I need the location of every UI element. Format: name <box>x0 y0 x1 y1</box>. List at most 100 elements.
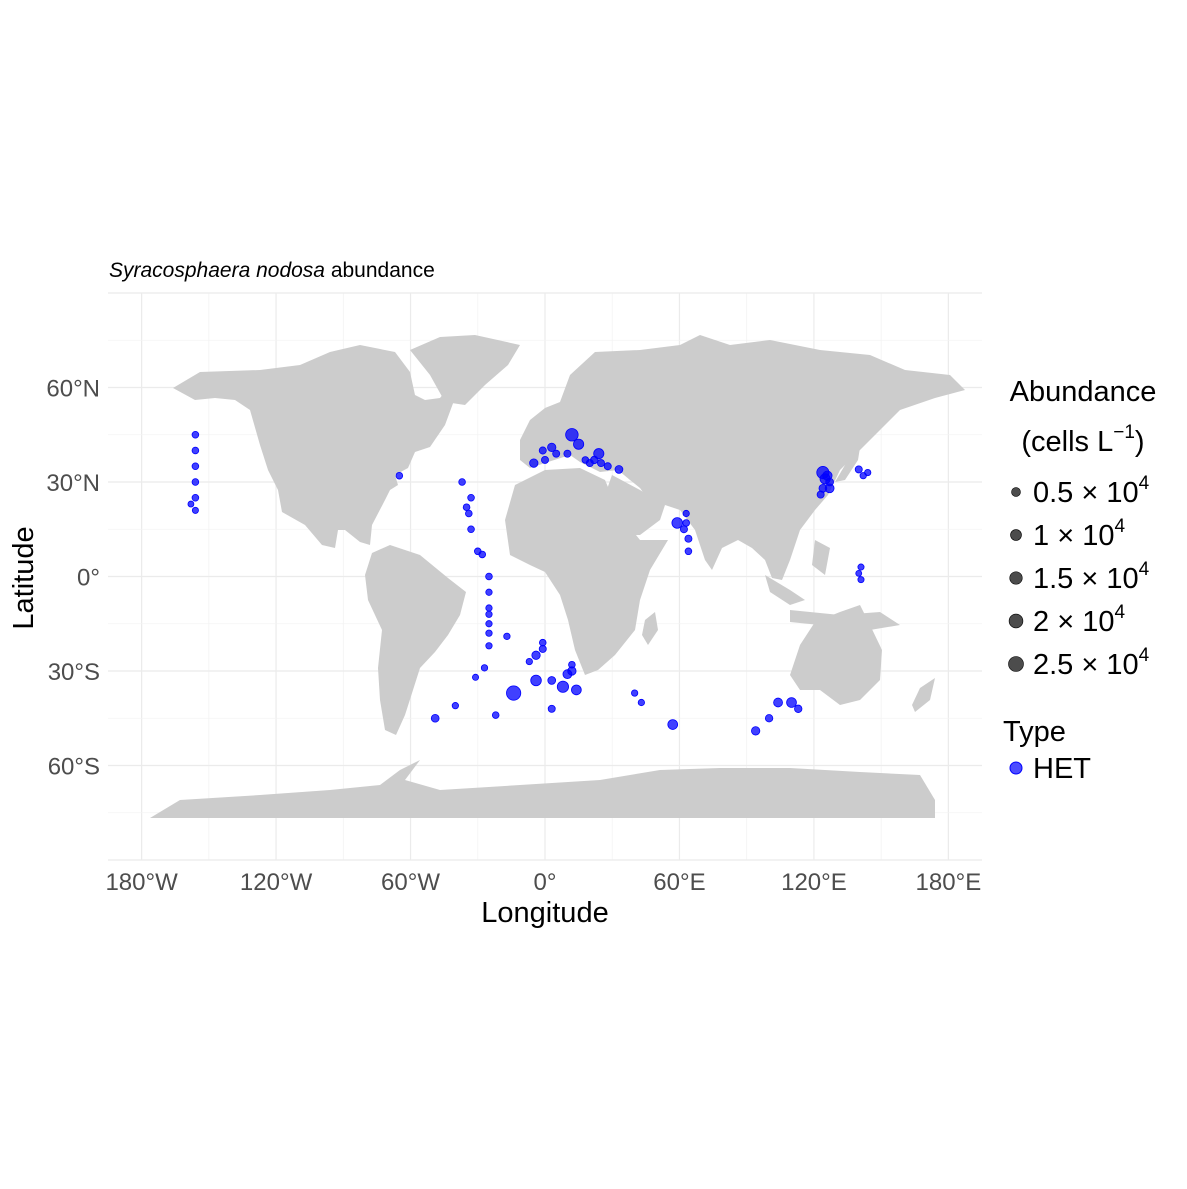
abundance-point <box>667 719 679 730</box>
south-america-land <box>365 545 466 735</box>
abundance-point <box>529 458 539 468</box>
abundance-point <box>462 503 471 511</box>
australia-land <box>790 605 882 705</box>
madagascar-land <box>642 612 658 645</box>
legend-size-key <box>1008 613 1024 629</box>
maritime-southeast-asia-land <box>765 540 900 630</box>
abundance-point <box>571 684 582 696</box>
abundance-point <box>485 629 493 637</box>
abundance-point <box>541 455 549 464</box>
x-tick-label: 120°E <box>781 869 847 896</box>
abundance-point <box>538 644 547 653</box>
abundance-point <box>467 525 475 534</box>
y-tick-label: 30°N <box>46 470 100 497</box>
abundance-point <box>547 442 557 452</box>
japan-land <box>835 420 862 482</box>
abundance-point <box>485 604 493 612</box>
abundance-point <box>485 620 493 628</box>
legend-size-key <box>1008 656 1024 672</box>
abundance-point <box>825 477 834 487</box>
abundance-point <box>506 685 522 701</box>
x-axis-label: Longitude <box>481 897 608 929</box>
abundance-point <box>854 465 863 474</box>
abundance-point <box>430 713 440 723</box>
legend-size-label: 2.5 × 104 <box>1033 645 1150 681</box>
legend-size-label: 1 × 104 <box>1033 516 1125 552</box>
abundance-point <box>679 525 688 534</box>
abundance-point <box>547 676 557 685</box>
world-landmass <box>150 335 965 818</box>
abundance-point <box>684 534 693 543</box>
abundance-point <box>191 462 200 470</box>
legend-size-title-close: ) <box>1135 426 1145 458</box>
abundance-point <box>581 456 590 464</box>
legend-type-title: Type <box>1003 716 1066 748</box>
abundance-point <box>480 664 489 672</box>
x-tick-label: 180°W <box>105 869 178 896</box>
abundance-point <box>547 704 556 713</box>
abundance-point <box>485 610 493 618</box>
abundance-point <box>565 428 579 442</box>
y-tick-label: 0° <box>77 565 100 592</box>
legend-size-label: 2 × 104 <box>1033 602 1125 638</box>
legend-size-label: 0.5 × 104 <box>1033 473 1150 509</box>
abundance-point <box>485 588 493 596</box>
abundance-point <box>485 572 493 581</box>
africa-land <box>505 468 668 675</box>
north-america-land <box>173 345 480 548</box>
abundance-point <box>191 493 200 502</box>
abundance-point <box>525 657 533 666</box>
legend-size-title-line2: (cells L−1) <box>1021 422 1144 458</box>
title-species: Syracosphaera nodosa <box>109 259 325 282</box>
y-axis-ticks: 60°N 30°N 0° 30°S 60°S <box>46 376 100 781</box>
x-tick-label: 60°W <box>381 869 440 896</box>
abundance-point <box>556 680 569 693</box>
abundance-point <box>563 449 572 458</box>
abundance-point <box>603 462 612 471</box>
legend-size-key <box>1009 571 1023 585</box>
legend-size-key <box>1011 487 1021 497</box>
abundance-point <box>552 449 561 458</box>
abundance-point <box>467 493 475 502</box>
abundance-point <box>465 509 473 518</box>
y-tick-label: 30°S <box>48 659 100 686</box>
legend-size-title-units: (cells L <box>1021 426 1113 458</box>
abundance-point <box>573 438 585 450</box>
y-tick-label: 60°S <box>48 754 100 781</box>
abundance-point <box>631 689 639 697</box>
abundance-points <box>187 428 872 736</box>
abundance-point <box>764 714 774 723</box>
abundance-point <box>485 642 493 650</box>
abundance-point <box>593 448 605 460</box>
y-axis-label: Latitude <box>8 526 40 629</box>
abundance-point <box>857 576 865 584</box>
abundance-point <box>614 465 624 474</box>
abundance-point <box>478 550 487 559</box>
abundance-point <box>786 697 797 708</box>
abundance-point <box>751 726 761 736</box>
abundance-point <box>568 660 576 669</box>
legend-type-label-het: HET <box>1033 753 1091 785</box>
abundance-point <box>597 459 605 468</box>
abundance-point <box>794 704 803 713</box>
abundance-point <box>682 509 690 518</box>
title-rest: abundance <box>325 259 435 282</box>
legend-size-title-line1: Abundance <box>1010 376 1157 408</box>
abundance-point <box>531 650 541 660</box>
x-tick-label: 120°W <box>240 869 313 896</box>
abundance-point <box>395 471 404 480</box>
abundance-point <box>191 430 200 439</box>
y-tick-label: 60°N <box>46 376 100 403</box>
chart-title: Syracosphaera nodosa abundance <box>109 259 435 282</box>
greenland-land <box>410 335 520 405</box>
legend-size-title-exponent: −1 <box>1113 422 1135 443</box>
abundance-point <box>539 638 547 647</box>
abundance-point <box>191 506 199 514</box>
legend-size-label: 1.5 × 104 <box>1033 559 1150 595</box>
x-axis-ticks: 180°W 120°W 60°W 0° 60°E 120°E 180°E <box>105 869 981 896</box>
abundance-point <box>187 500 195 508</box>
abundance-point <box>773 697 783 708</box>
abundance-point <box>671 517 683 529</box>
abundance-point <box>530 674 542 687</box>
